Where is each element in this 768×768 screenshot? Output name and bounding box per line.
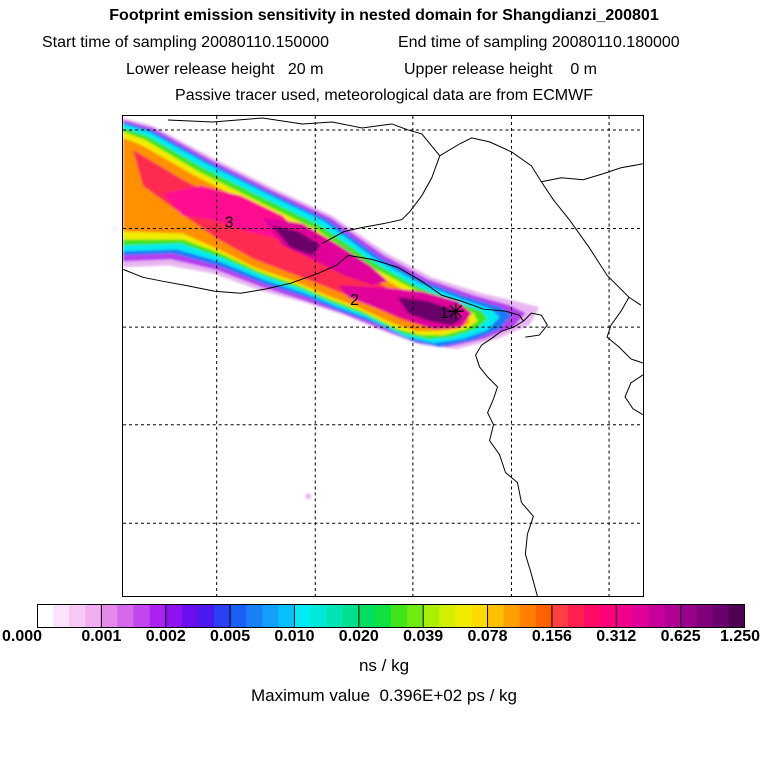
tracer-info: Passive tracer used, meteorological data… (175, 87, 593, 104)
colorbar-swatch (487, 604, 505, 628)
colorbar-swatch (214, 604, 231, 628)
colorbar-swatch (37, 604, 54, 628)
colorbar-swatch (712, 604, 730, 628)
colorbar-unit: ns / kg (358, 656, 410, 675)
colorbar-tick-label: 0.078 (467, 628, 508, 645)
maximum-value: Maximum value 0.396E+02 ps / kg (251, 686, 517, 705)
plume-dark-core-west (272, 225, 321, 256)
colorbar-swatch (519, 604, 537, 628)
colorbar-swatch (423, 604, 440, 628)
colorbar-swatches (37, 604, 745, 628)
colorbar-tick-label: 0.000 (1, 628, 43, 645)
plume (123, 117, 540, 500)
colorbar-swatch (69, 604, 86, 628)
colorbar-swatch (535, 604, 553, 628)
label-1: 1 (440, 305, 449, 322)
colorbar-tick-label: 0.625 (660, 628, 701, 645)
colorbar-swatch (680, 604, 698, 628)
colorbar-swatch (728, 604, 745, 628)
colorbar-swatch (262, 604, 279, 628)
colorbar-tick-label: 0.312 (596, 628, 637, 645)
colorbar-swatch (294, 604, 312, 628)
label-3: 3 (225, 215, 234, 232)
colorbar-swatch (600, 604, 617, 628)
graticule (123, 116, 643, 596)
sampling-times-row: Start time of sampling 20080110.150000 E… (0, 33, 768, 53)
colorbar-swatch (455, 604, 473, 628)
colorbar (37, 604, 745, 628)
colorbar-swatch (584, 604, 601, 628)
plume-magenta-west (162, 185, 301, 240)
start-time: Start time of sampling 20080110.150000 (42, 34, 330, 51)
colorbar-swatch (101, 604, 119, 628)
colorbar-swatch (551, 604, 569, 628)
colorbar-swatch (632, 604, 650, 628)
colorbar-swatch (407, 604, 424, 628)
colorbar-swatch (374, 604, 392, 628)
colorbar-tick-label: 0.010 (274, 628, 315, 645)
colorbar-swatch (310, 604, 328, 628)
plume-dark-core-east (397, 297, 462, 326)
colorbar-swatch (503, 604, 521, 628)
colorbar-swatch (342, 604, 360, 628)
upper-release-height: Upper release height 0 m (404, 61, 597, 78)
colorbar-dividers (100, 604, 682, 628)
colorbar-tick-label: 0.039 (403, 628, 444, 645)
colorbar-swatch (278, 604, 296, 628)
colorbar-swatch (117, 604, 135, 628)
end-time: End time of sampling 20080110.180000 (398, 34, 680, 51)
colorbar-tick-label: 0.001 (81, 628, 122, 645)
colorbar-tick-label: 0.020 (338, 628, 379, 645)
plot-title: Footprint emission sensitivity in nested… (109, 7, 659, 24)
colorbar-tick-label: 0.002 (145, 628, 186, 645)
colorbar-swatch (568, 604, 585, 628)
colorbar-swatch (165, 604, 183, 628)
colorbar-swatch (471, 604, 489, 628)
colorbar-swatch (616, 604, 633, 628)
colorbar-swatch (53, 604, 70, 628)
colorbar-tick-label: 0.005 (210, 628, 251, 645)
colorbar-swatch (439, 604, 456, 628)
colorbar-swatch (197, 604, 215, 628)
colorbar-swatch (181, 604, 199, 628)
footprint-map: 1 2 3 (122, 115, 644, 597)
receptor-star (447, 303, 464, 320)
label-2: 2 (350, 292, 359, 309)
colorbar-swatch (391, 604, 408, 628)
lower-release-height: Lower release height 20 m (126, 61, 324, 78)
colorbar-swatch (696, 604, 714, 628)
outlier-pixel (305, 493, 312, 500)
colorbar-swatch (358, 604, 376, 628)
colorbar-swatch (149, 604, 167, 628)
colorbar-swatch (85, 604, 102, 628)
colorbar-swatch (133, 604, 151, 628)
colorbar-swatch (664, 604, 682, 628)
colorbar-swatch (648, 604, 666, 628)
release-heights-row: Lower release height 20 m Upper release … (0, 60, 768, 80)
colorbar-swatch (230, 604, 247, 628)
colorbar-tick-label: 0.156 (531, 628, 572, 645)
colorbar-swatch (246, 604, 263, 628)
colorbar-swatch (326, 604, 344, 628)
colorbar-tick-label: 1.250 (719, 628, 761, 645)
